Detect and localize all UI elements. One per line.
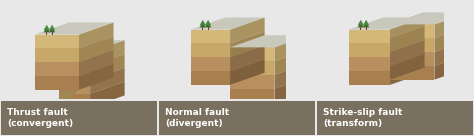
Polygon shape: [79, 64, 114, 90]
Polygon shape: [208, 27, 209, 30]
Polygon shape: [363, 22, 369, 27]
Polygon shape: [274, 63, 309, 89]
Text: Normal fault
(divergent): Normal fault (divergent): [165, 108, 229, 128]
Polygon shape: [44, 25, 50, 30]
Polygon shape: [49, 27, 55, 32]
Polygon shape: [435, 54, 469, 80]
Polygon shape: [230, 35, 309, 47]
Polygon shape: [90, 40, 125, 66]
Polygon shape: [79, 50, 114, 76]
Polygon shape: [390, 12, 425, 38]
Polygon shape: [44, 27, 50, 32]
Polygon shape: [230, 45, 264, 71]
Polygon shape: [390, 12, 469, 24]
Polygon shape: [390, 18, 425, 43]
Polygon shape: [49, 25, 55, 30]
Polygon shape: [191, 43, 230, 57]
Polygon shape: [435, 12, 469, 38]
Polygon shape: [191, 30, 230, 43]
Polygon shape: [390, 40, 425, 66]
Polygon shape: [59, 94, 90, 108]
Polygon shape: [349, 43, 390, 57]
Polygon shape: [191, 57, 230, 71]
Polygon shape: [230, 75, 274, 89]
Polygon shape: [230, 18, 264, 43]
Polygon shape: [390, 52, 435, 66]
Polygon shape: [230, 59, 264, 85]
Polygon shape: [390, 24, 435, 38]
Polygon shape: [274, 49, 309, 75]
Polygon shape: [205, 20, 211, 25]
Polygon shape: [435, 26, 469, 52]
Polygon shape: [230, 61, 274, 75]
Polygon shape: [35, 76, 79, 90]
Polygon shape: [59, 66, 90, 80]
Polygon shape: [360, 27, 361, 30]
Polygon shape: [365, 27, 366, 30]
Polygon shape: [349, 57, 390, 71]
Polygon shape: [200, 22, 206, 27]
Polygon shape: [435, 40, 469, 66]
Text: Thrust fault
(convergent): Thrust fault (convergent): [7, 108, 73, 128]
Polygon shape: [59, 40, 125, 52]
Polygon shape: [59, 80, 90, 94]
Text: Strike-slip fault
(transform): Strike-slip fault (transform): [323, 108, 402, 128]
Polygon shape: [230, 59, 264, 85]
Polygon shape: [46, 32, 47, 35]
Polygon shape: [79, 22, 114, 48]
Polygon shape: [349, 71, 390, 85]
Polygon shape: [274, 35, 309, 61]
Polygon shape: [363, 20, 369, 25]
Polygon shape: [230, 35, 264, 57]
Polygon shape: [90, 82, 125, 108]
Polygon shape: [35, 62, 79, 76]
Polygon shape: [230, 45, 264, 71]
Polygon shape: [390, 59, 425, 85]
Polygon shape: [90, 54, 125, 80]
Polygon shape: [390, 54, 425, 80]
Polygon shape: [358, 22, 364, 27]
Polygon shape: [274, 77, 309, 103]
Polygon shape: [202, 27, 203, 30]
Polygon shape: [349, 30, 390, 43]
Polygon shape: [390, 38, 435, 52]
Polygon shape: [79, 36, 114, 62]
Polygon shape: [191, 18, 264, 30]
Polygon shape: [390, 45, 425, 71]
Polygon shape: [59, 35, 79, 108]
Polygon shape: [230, 47, 274, 61]
Polygon shape: [205, 22, 211, 27]
Polygon shape: [35, 48, 79, 62]
Polygon shape: [390, 26, 425, 52]
Polygon shape: [390, 66, 435, 80]
Polygon shape: [358, 20, 364, 25]
Polygon shape: [35, 35, 79, 48]
Polygon shape: [35, 22, 114, 35]
Polygon shape: [230, 31, 264, 57]
Polygon shape: [52, 32, 53, 35]
Polygon shape: [200, 20, 206, 25]
Polygon shape: [230, 89, 274, 103]
Polygon shape: [59, 52, 90, 66]
Polygon shape: [349, 18, 425, 30]
Polygon shape: [90, 68, 125, 94]
Polygon shape: [191, 71, 230, 85]
Polygon shape: [390, 31, 425, 57]
